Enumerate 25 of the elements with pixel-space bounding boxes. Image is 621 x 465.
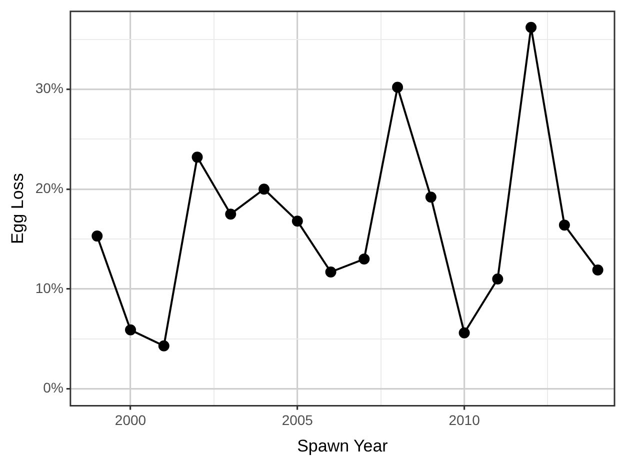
point <box>125 324 136 336</box>
point <box>225 208 236 220</box>
point <box>358 254 370 265</box>
y-tick-label: 10% <box>35 280 64 296</box>
point <box>92 230 103 242</box>
point <box>392 82 404 93</box>
x-tick-label: 2000 <box>114 412 146 428</box>
x-tick-label: 2010 <box>448 412 480 428</box>
point <box>425 192 436 203</box>
point <box>526 22 537 33</box>
point <box>458 327 470 338</box>
point <box>292 216 303 227</box>
y-tick-label: 30% <box>35 80 64 96</box>
point <box>558 220 570 231</box>
x-tick-label: 2005 <box>282 412 314 428</box>
point <box>258 184 270 195</box>
y-tick-label: 0% <box>43 380 64 396</box>
point <box>592 264 604 276</box>
y-tick-label: 20% <box>35 180 64 196</box>
x-axis-title: Spawn Year <box>297 436 388 456</box>
point <box>192 152 203 163</box>
point <box>158 340 170 352</box>
point <box>492 273 504 284</box>
point <box>325 266 336 278</box>
y-axis-title: Egg Loss <box>8 173 27 244</box>
